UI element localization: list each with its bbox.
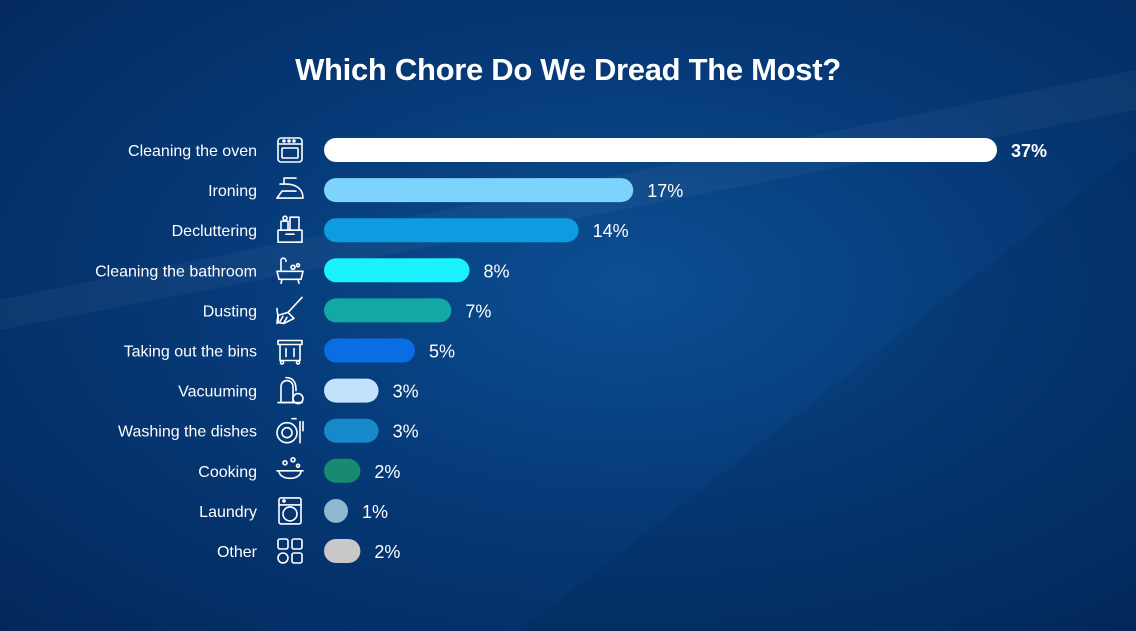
category-label: Cleaning the bathroom: [95, 263, 257, 280]
category-label: Cooking: [198, 464, 257, 481]
bar-row: Dusting 7%: [203, 296, 491, 325]
bathtub-icon: [276, 257, 304, 285]
declutter-box-icon: [277, 215, 303, 243]
category-label: Decluttering: [172, 223, 257, 240]
bar-row: Cleaning the bathroom 8%: [95, 257, 510, 285]
category-label: Washing the dishes: [118, 424, 257, 441]
bar-row: Cleaning the oven 37%: [128, 137, 1047, 163]
bar: [324, 458, 361, 483]
bar-row: Ironing 17%: [208, 177, 683, 203]
value-label: 14%: [593, 221, 629, 241]
bar: [324, 378, 379, 403]
category-label: Other: [217, 544, 258, 561]
bar: [324, 539, 361, 563]
value-label: 3%: [393, 422, 419, 442]
bar: [324, 338, 415, 363]
bar: [324, 218, 579, 243]
bar: [324, 418, 379, 443]
chart-title: Which Chore Do We Dread The Most?: [295, 52, 841, 87]
bar-row: Laundry 1%: [199, 497, 388, 525]
value-label: 5%: [429, 342, 455, 362]
bar: [324, 138, 997, 162]
category-label: Vacuuming: [178, 384, 257, 401]
washing-machine-icon: [278, 497, 302, 525]
value-label: 2%: [374, 462, 400, 482]
category-label: Taking out the bins: [124, 344, 257, 361]
bin-icon: [277, 339, 303, 365]
value-label: 1%: [362, 502, 388, 522]
category-label: Ironing: [208, 183, 257, 200]
cooking-pot-icon: [276, 456, 304, 480]
category-label: Cleaning the oven: [128, 143, 257, 160]
vacuum-icon: [277, 376, 304, 405]
value-label: 8%: [484, 261, 510, 281]
value-label: 17%: [647, 181, 683, 201]
broom-icon: [276, 296, 303, 325]
bar-row: Other 2%: [217, 538, 400, 564]
value-label: 37%: [1011, 141, 1047, 161]
oven-icon: [277, 137, 303, 163]
bar: [324, 178, 634, 203]
bar-row: Vacuuming 3%: [178, 376, 419, 405]
bar-row: Decluttering 14%: [172, 215, 629, 243]
value-label: 3%: [393, 382, 419, 402]
bar: [324, 258, 470, 283]
grid-icon: [277, 538, 303, 564]
bar: [324, 298, 452, 323]
value-label: 2%: [374, 542, 400, 562]
dishes-icon: [276, 417, 304, 444]
iron-icon: [276, 177, 304, 199]
bar-row: Washing the dishes 3%: [118, 417, 419, 444]
bar-row: Taking out the bins 5%: [124, 338, 455, 365]
bar: [324, 498, 348, 523]
category-label: Laundry: [199, 504, 257, 521]
value-label: 7%: [465, 301, 491, 321]
category-label: Dusting: [203, 303, 257, 320]
bar-row: Cooking 2%: [198, 456, 400, 483]
